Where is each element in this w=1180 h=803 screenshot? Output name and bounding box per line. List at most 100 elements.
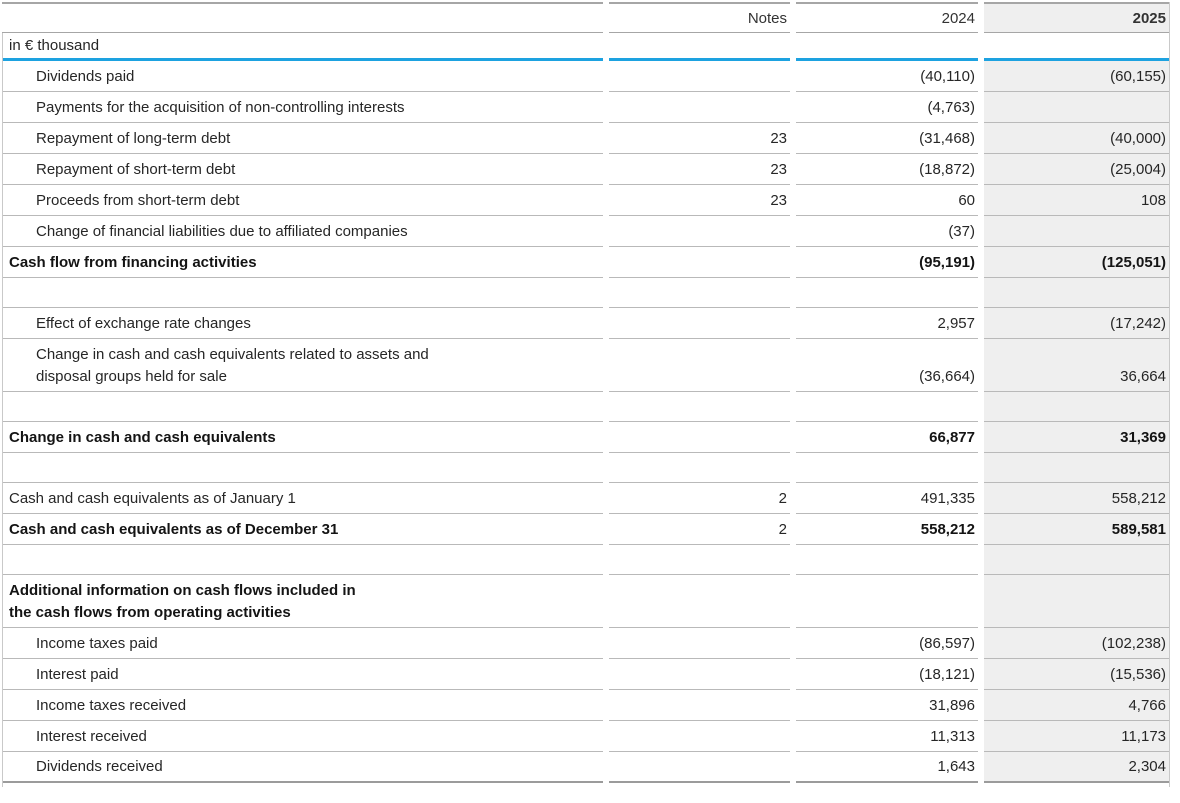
value-2025-cell: 108 [984, 185, 1169, 216]
value-2025-cell: (17,242) [984, 308, 1169, 339]
value-2024-cell: 66,877 [796, 422, 978, 453]
value-2025-cell [984, 92, 1169, 123]
row-label: Dividends paid [2, 61, 603, 92]
value-2025-cell: 589,581 [984, 514, 1169, 545]
unit-notes-cell [609, 33, 790, 61]
value-2024-cell: 2,957 [796, 308, 978, 339]
value-2025-cell: 36,664 [984, 339, 1169, 392]
value-2024-cell: (18,121) [796, 659, 978, 690]
row-label: Income taxes paid [2, 628, 603, 659]
row-label: Change in cash and cash equivalents [2, 422, 603, 453]
value-2024-cell [796, 575, 978, 628]
row-label: Repayment of long-term debt [2, 123, 603, 154]
spacer-2024-cell [796, 545, 978, 575]
header-notes: Notes [609, 2, 790, 33]
note-cell [609, 575, 790, 628]
header-label-cell [2, 2, 603, 33]
note-cell [609, 721, 790, 752]
note-cell [609, 690, 790, 721]
header-year-2024: 2024 [796, 2, 978, 33]
row-label: Dividends received [2, 752, 603, 783]
spacer-2024-cell [796, 278, 978, 308]
row-label: Cash and cash equivalents as of December… [2, 514, 603, 545]
table-left-border [2, 33, 3, 787]
cash-flow-table: Notes 2024 2025 in € thousand Dividends … [2, 2, 1170, 787]
unit-2025-cell [984, 33, 1169, 61]
row-label: Change in cash and cash equivalents rela… [2, 339, 603, 392]
note-cell: 2 [609, 483, 790, 514]
spacer-2025-cell [984, 545, 1169, 575]
value-2025-cell: (60,155) [984, 61, 1169, 92]
value-2025-cell: (40,000) [984, 123, 1169, 154]
value-2024-cell: (4,763) [796, 92, 978, 123]
note-cell: 23 [609, 154, 790, 185]
note-cell [609, 61, 790, 92]
value-2025-cell [984, 575, 1169, 628]
spacer-2025-cell [984, 278, 1169, 308]
unit-2024-cell [796, 33, 978, 61]
note-cell: 2 [609, 514, 790, 545]
value-2024-cell: (95,191) [796, 247, 978, 278]
value-2025-cell: (102,238) [984, 628, 1169, 659]
value-2025-cell: 558,212 [984, 483, 1169, 514]
row-label: Repayment of short-term debt [2, 154, 603, 185]
spacer-2024-cell [796, 392, 978, 422]
row-label: Interest received [2, 721, 603, 752]
value-2025-cell: (125,051) [984, 247, 1169, 278]
value-2024-cell: 31,896 [796, 690, 978, 721]
unit-label: in € thousand [2, 33, 603, 61]
value-2024-cell: 60 [796, 185, 978, 216]
row-label: Cash and cash equivalents as of January … [2, 483, 603, 514]
spacer-label-cell [2, 453, 603, 483]
spacer-2024-cell [796, 453, 978, 483]
note-cell [609, 659, 790, 690]
spacer-label-cell [2, 278, 603, 308]
spacer-label-cell [2, 545, 603, 575]
row-label: Income taxes received [2, 690, 603, 721]
value-2025-cell: 2,304 [984, 752, 1169, 783]
row-label-line2: disposal groups held for sale [36, 368, 227, 385]
value-2024-cell: (40,110) [796, 61, 978, 92]
row-label: Effect of exchange rate changes [2, 308, 603, 339]
note-cell [609, 308, 790, 339]
row-label-line2: the cash flows from operating activities [9, 604, 291, 621]
value-2025-cell: 4,766 [984, 690, 1169, 721]
value-2025-cell [984, 216, 1169, 247]
row-label: Interest paid [2, 659, 603, 690]
row-label: Proceeds from short-term debt [2, 185, 603, 216]
spacer-notes-cell [609, 392, 790, 422]
table-right-border [1169, 2, 1170, 787]
spacer-2025-cell [984, 392, 1169, 422]
value-2024-cell: (86,597) [796, 628, 978, 659]
row-label: Change of financial liabilities due to a… [2, 216, 603, 247]
value-2025-cell: 11,173 [984, 721, 1169, 752]
value-2024-cell: (31,468) [796, 123, 978, 154]
value-2024-cell: 1,643 [796, 752, 978, 783]
spacer-notes-cell [609, 545, 790, 575]
note-cell [609, 92, 790, 123]
note-cell [609, 216, 790, 247]
value-2024-cell: (37) [796, 216, 978, 247]
note-cell: 23 [609, 123, 790, 154]
row-label: Additional information on cash flows inc… [2, 575, 603, 628]
row-label: Payments for the acquisition of non-cont… [2, 92, 603, 123]
row-label-line1: Additional information on cash flows inc… [9, 582, 356, 599]
value-2025-cell: 31,369 [984, 422, 1169, 453]
spacer-notes-cell [609, 278, 790, 308]
note-cell: 23 [609, 185, 790, 216]
note-cell [609, 339, 790, 392]
row-label-line1: Change in cash and cash equivalents rela… [36, 346, 429, 363]
note-cell [609, 628, 790, 659]
header-year-2025: 2025 [984, 2, 1169, 33]
row-label: Cash flow from financing activities [2, 247, 603, 278]
value-2025-cell: (15,536) [984, 659, 1169, 690]
value-2024-cell: 558,212 [796, 514, 978, 545]
note-cell [609, 752, 790, 783]
spacer-2025-cell [984, 453, 1169, 483]
value-2024-cell: 491,335 [796, 483, 978, 514]
value-2024-cell: (18,872) [796, 154, 978, 185]
value-2024-cell: (36,664) [796, 339, 978, 392]
note-cell [609, 422, 790, 453]
spacer-label-cell [2, 392, 603, 422]
